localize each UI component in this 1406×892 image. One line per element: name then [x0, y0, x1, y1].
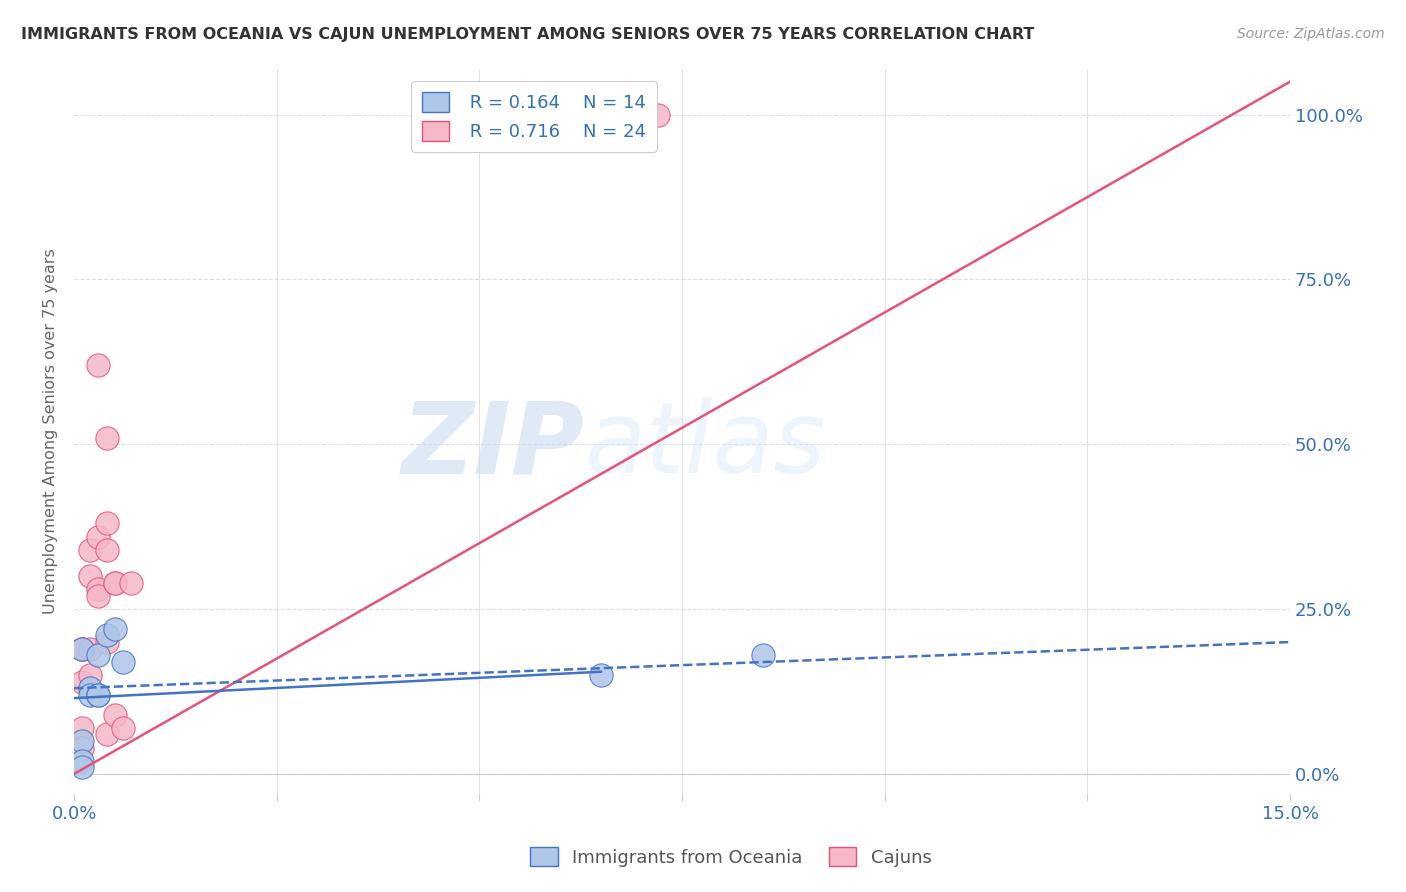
Point — [70, 641, 93, 656]
Point — [87, 530, 110, 544]
Point — [70, 734, 93, 748]
Point — [96, 431, 118, 445]
Point — [87, 358, 110, 372]
Y-axis label: Unemployment Among Seniors over 75 years: Unemployment Among Seniors over 75 years — [44, 248, 58, 614]
Point — [70, 674, 93, 689]
Point — [70, 754, 93, 768]
Point — [111, 655, 134, 669]
Point — [120, 575, 142, 590]
Point — [79, 668, 101, 682]
Point — [96, 542, 118, 557]
Point — [79, 542, 101, 557]
Point — [79, 681, 101, 696]
Point — [104, 622, 127, 636]
Text: ZIP: ZIP — [402, 397, 585, 494]
Point — [87, 582, 110, 597]
Point — [96, 516, 118, 531]
Point — [87, 688, 110, 702]
Point — [104, 707, 127, 722]
Point — [96, 727, 118, 741]
Point — [752, 648, 775, 663]
Point — [70, 641, 93, 656]
Legend: Immigrants from Oceania, Cajuns: Immigrants from Oceania, Cajuns — [523, 840, 939, 874]
Text: Source: ZipAtlas.com: Source: ZipAtlas.com — [1237, 27, 1385, 41]
Point — [70, 740, 93, 755]
Point — [96, 635, 118, 649]
Point — [79, 688, 101, 702]
Text: IMMIGRANTS FROM OCEANIA VS CAJUN UNEMPLOYMENT AMONG SENIORS OVER 75 YEARS CORREL: IMMIGRANTS FROM OCEANIA VS CAJUN UNEMPLO… — [21, 27, 1035, 42]
Point — [104, 575, 127, 590]
Point — [96, 628, 118, 642]
Point — [647, 108, 669, 122]
Point — [70, 721, 93, 735]
Point — [79, 569, 101, 583]
Point — [70, 760, 93, 774]
Point — [111, 721, 134, 735]
Point — [87, 589, 110, 603]
Point — [104, 575, 127, 590]
Point — [87, 688, 110, 702]
Legend:  R = 0.164    N = 14,  R = 0.716    N = 24: R = 0.164 N = 14, R = 0.716 N = 24 — [412, 81, 657, 152]
Point — [70, 641, 93, 656]
Point — [79, 641, 101, 656]
Point — [589, 668, 612, 682]
Text: atlas: atlas — [585, 397, 827, 494]
Point — [87, 648, 110, 663]
